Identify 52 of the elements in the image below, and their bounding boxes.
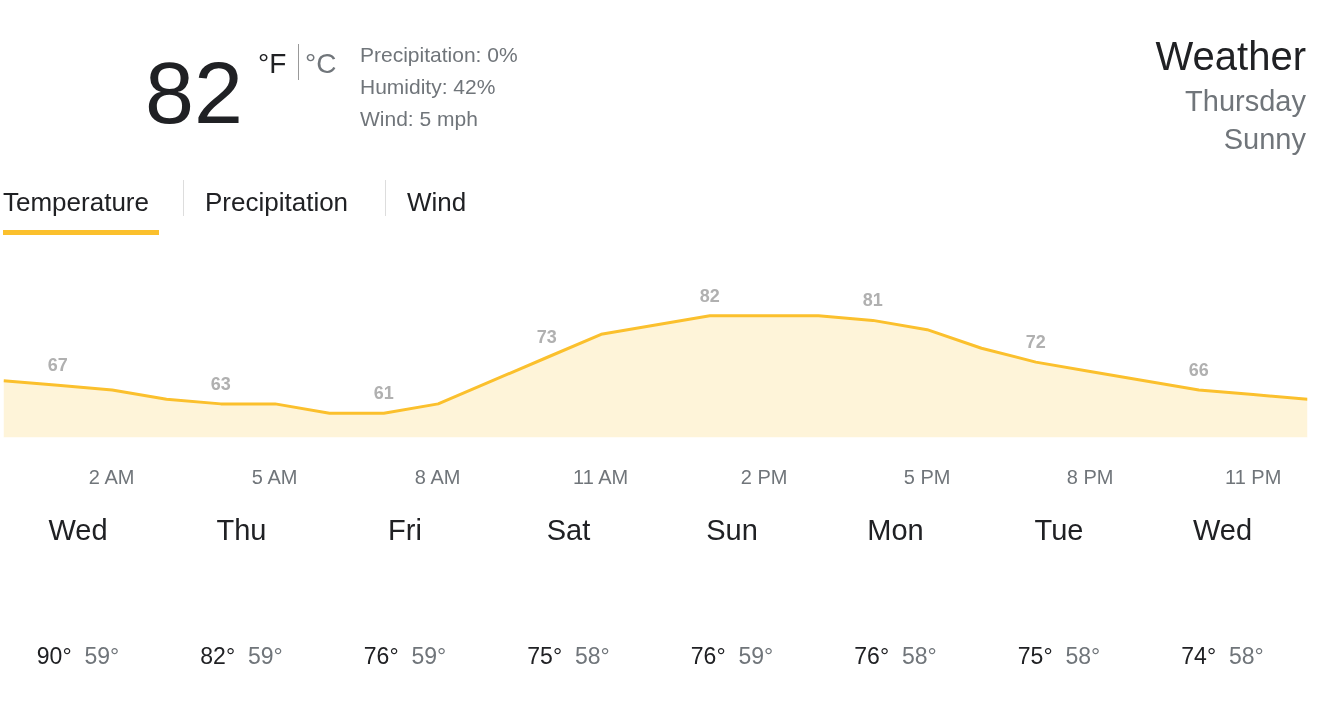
annotation: 75° <box>527 643 563 669</box>
annotation: Sun <box>705 513 759 548</box>
x-tick-label: 11 AM <box>573 465 629 488</box>
data-label: 81 <box>862 290 883 311</box>
data-label: 67 <box>47 355 68 376</box>
annotation: Wed <box>1191 513 1254 548</box>
annotation: 59° <box>411 643 447 669</box>
text: Wind <box>407 186 467 219</box>
data-label: 63 <box>210 373 231 394</box>
text: Precipitation: 0% <box>360 42 518 68</box>
text: Humidity: 42% <box>360 74 496 100</box>
annotation: 58° <box>1065 643 1101 669</box>
chart-title: Weather <box>1155 33 1306 80</box>
data-label: 82 <box>699 285 720 306</box>
annotation: Wed <box>47 513 109 548</box>
annotation: Sat <box>545 513 592 548</box>
annotation: 76° <box>690 643 726 669</box>
annotation: 59° <box>84 643 120 669</box>
annotation: 82° <box>200 643 236 669</box>
text: Thursday <box>1185 85 1306 117</box>
x-tick-label: 2 AM <box>88 465 135 488</box>
annotation: 74° <box>1181 643 1217 669</box>
data-label: 73 <box>536 327 557 348</box>
annotation: 58° <box>901 643 937 669</box>
x-tick-label: 11 PM <box>1225 465 1282 488</box>
annotation: 90° <box>36 643 72 669</box>
annotation: Fri <box>387 513 423 548</box>
data-label: 61 <box>373 383 394 404</box>
text: °C <box>305 47 337 81</box>
x-tick-label: 5 PM <box>903 465 951 488</box>
annotation: 59° <box>247 643 283 669</box>
x-tick-label: 5 AM <box>251 465 298 488</box>
x-tick-label: 8 PM <box>1066 465 1114 488</box>
data-label: 72 <box>1025 332 1046 353</box>
annotation: 76° <box>854 643 890 669</box>
text: 82 <box>145 42 243 144</box>
annotation: Thu <box>215 513 268 548</box>
text: Precipitation <box>205 186 349 219</box>
text: Sunny <box>1223 123 1306 155</box>
x-tick-label: 8 AM <box>414 465 461 488</box>
text: Temperature <box>3 186 149 219</box>
annotation: Mon <box>866 513 925 548</box>
x-tick-label: 2 PM <box>740 465 788 488</box>
annotation: 76° <box>363 643 399 669</box>
annotation: Tue <box>1033 513 1085 548</box>
annotation: 59° <box>738 643 774 669</box>
annotation: 58° <box>1228 643 1264 669</box>
annotation: 75° <box>1017 643 1053 669</box>
annotation: 58° <box>574 643 610 669</box>
text: °F <box>258 47 287 81</box>
text: Wind: 5 mph <box>360 106 478 132</box>
data-label: 66 <box>1188 359 1209 380</box>
